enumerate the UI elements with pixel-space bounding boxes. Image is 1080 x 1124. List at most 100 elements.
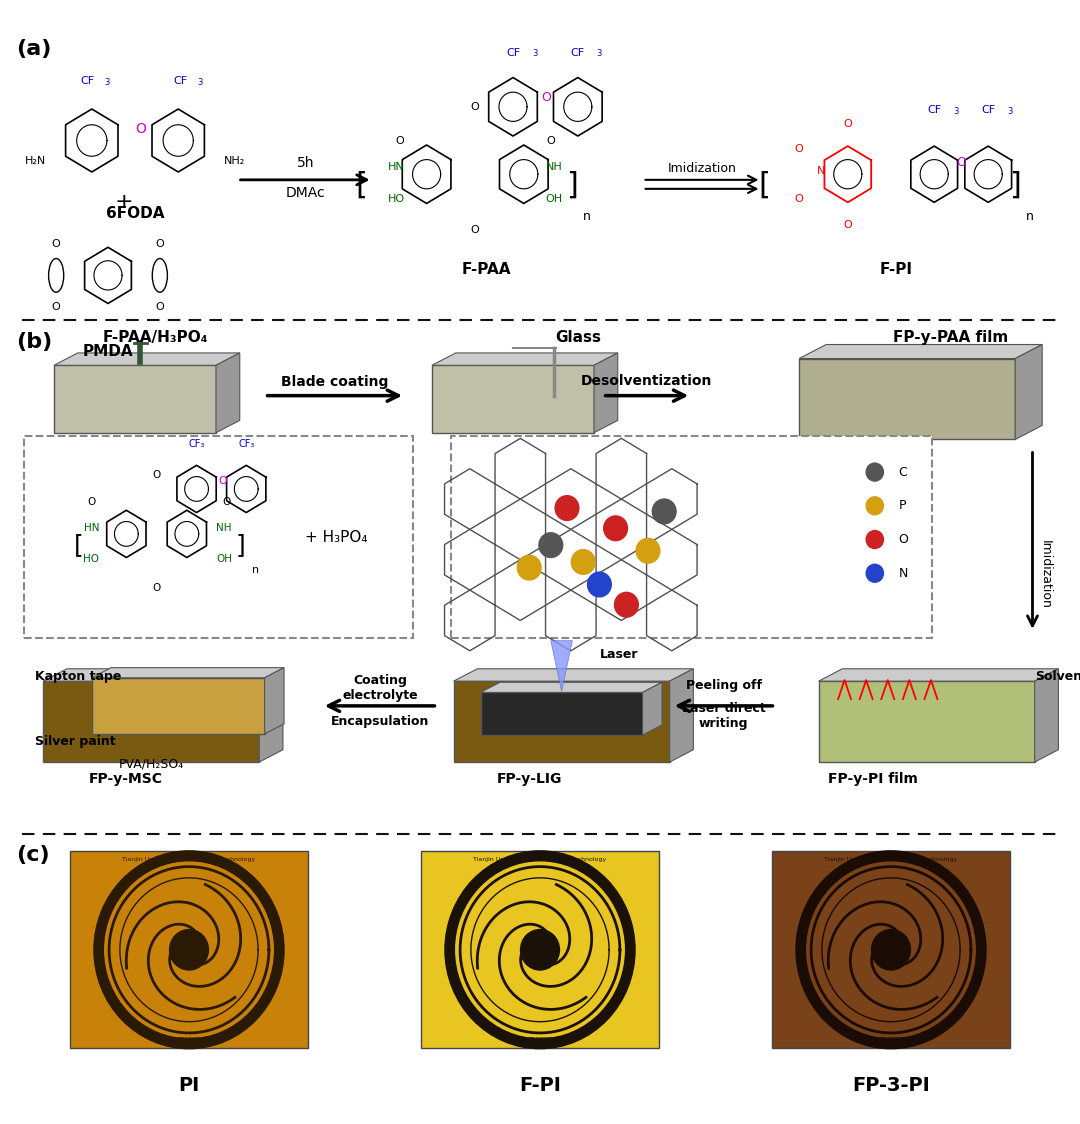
Polygon shape [1015,344,1042,439]
Polygon shape [43,681,259,762]
Polygon shape [594,353,618,433]
Text: O: O [843,220,852,229]
Text: Tianjin University of Science & Technology: Tianjin University of Science & Technolo… [122,858,256,862]
Text: Silver paint: Silver paint [35,735,116,749]
Text: HO: HO [388,194,405,203]
Circle shape [588,572,611,597]
Text: CF₃: CF₃ [238,439,255,448]
Text: N: N [816,166,825,175]
Circle shape [866,531,883,549]
Text: O: O [795,194,804,203]
Circle shape [170,930,208,970]
Text: 3: 3 [105,78,109,87]
Circle shape [94,851,284,1049]
Text: ]: ] [567,171,578,200]
Text: Solvent: Solvent [1035,670,1080,683]
Text: 天津科技大学: 天津科技大学 [527,1036,553,1043]
Text: n: n [1026,210,1034,224]
Text: [: [ [73,533,84,558]
Text: Tianjin University of Science & Technology: Tianjin University of Science & Technolo… [473,858,607,862]
Text: F-PAA/H₃PO₄: F-PAA/H₃PO₄ [103,329,208,345]
Circle shape [652,499,676,524]
Circle shape [866,497,883,515]
Text: DMAc: DMAc [286,187,325,200]
Text: Coating
electrolyte: Coating electrolyte [342,674,418,701]
Polygon shape [643,682,662,735]
Polygon shape [265,668,284,734]
Text: (a): (a) [16,39,52,60]
Text: 3: 3 [198,78,202,87]
Circle shape [521,930,559,970]
Text: 3: 3 [954,107,958,116]
Text: O: O [152,471,161,480]
Polygon shape [216,353,240,433]
Text: O: O [87,498,96,507]
Text: n: n [252,565,259,574]
Text: Desolventization: Desolventization [581,374,713,388]
Circle shape [555,496,579,520]
Text: F-PAA: F-PAA [461,262,511,278]
Circle shape [456,862,624,1037]
Polygon shape [421,852,659,1048]
Text: OH: OH [545,194,563,203]
Circle shape [796,851,986,1049]
Text: CF: CF [981,106,996,115]
Polygon shape [92,678,265,734]
Text: (c): (c) [16,845,50,865]
Text: Encapsulation: Encapsulation [330,715,430,728]
Text: +: + [114,192,134,212]
Text: HN: HN [84,524,99,533]
Circle shape [807,862,975,1037]
Polygon shape [670,669,693,762]
FancyBboxPatch shape [24,436,413,638]
Text: FP-y-PI film: FP-y-PI film [827,772,918,786]
Text: O: O [956,156,967,170]
Text: 6FODA: 6FODA [106,206,164,221]
Text: 天津科技大学: 天津科技大学 [176,1036,202,1043]
Text: [: [ [356,171,367,200]
Text: Imidization: Imidization [1039,540,1052,608]
Text: 3: 3 [532,49,537,58]
Text: Imidization: Imidization [667,162,737,175]
Text: O: O [222,498,231,507]
Polygon shape [819,681,1035,762]
Text: O: O [795,145,804,154]
Text: O: O [471,102,480,111]
Text: Tianjin University of Science & Technology: Tianjin University of Science & Technolo… [824,858,958,862]
Text: 天津科技大学: 天津科技大学 [878,1036,904,1043]
Text: CF: CF [505,48,521,57]
Circle shape [539,533,563,558]
Text: NH: NH [216,524,231,533]
Text: CF: CF [570,48,585,57]
Text: FP-y-MSC: FP-y-MSC [89,772,163,786]
Text: F-PI: F-PI [519,1077,561,1095]
Text: CF: CF [173,76,188,85]
Text: [: [ [759,171,770,200]
Text: O: O [218,477,227,486]
Polygon shape [54,353,240,365]
Text: NH: NH [545,163,563,172]
Text: Laser direct
writing: Laser direct writing [681,702,766,729]
Text: (b): (b) [16,332,53,352]
Circle shape [445,851,635,1049]
Text: C: C [899,465,907,479]
Text: O: O [541,91,552,105]
Text: Blade coating: Blade coating [281,375,389,389]
Text: Peeling off: Peeling off [686,679,761,692]
Text: HO: HO [83,554,99,563]
Text: Kapton tape: Kapton tape [35,670,121,683]
Polygon shape [481,682,662,692]
Text: O: O [156,239,164,248]
Text: HN: HN [388,163,405,172]
Polygon shape [432,365,594,433]
Polygon shape [772,852,1010,1048]
Polygon shape [551,641,572,691]
Text: 3: 3 [597,49,602,58]
Circle shape [866,463,883,481]
Text: O: O [899,533,908,546]
Circle shape [615,592,638,617]
Polygon shape [70,852,308,1048]
Text: O: O [52,239,60,248]
Text: FP-y-PAA film: FP-y-PAA film [893,329,1008,345]
Circle shape [866,564,883,582]
